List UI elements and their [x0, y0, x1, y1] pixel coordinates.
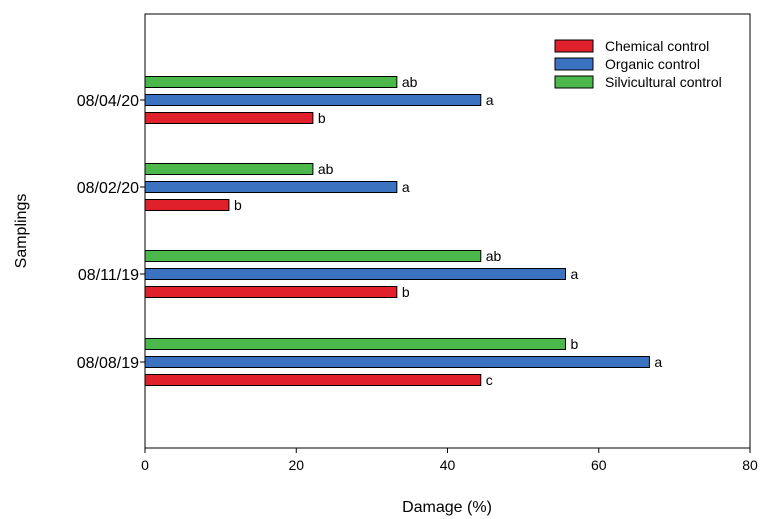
x-tick-label: 40	[440, 457, 456, 473]
bar-chemical-control-08-04-20	[144, 112, 314, 124]
legend-swatch-organic-control	[554, 57, 594, 71]
bar-chemical-control-08-08-19	[144, 374, 482, 386]
legend-swatch-chemical-control	[554, 39, 594, 53]
bar-chemical-control-08-02-20	[144, 199, 230, 211]
legend-label: Organic control	[605, 56, 700, 72]
significance-label: b	[234, 197, 242, 213]
bar-organic-control-08-04-20	[144, 94, 482, 106]
legend-swatch-silvicultural-control	[554, 75, 594, 89]
legend-label: Silvicultural control	[605, 74, 722, 90]
y-axis-title: Samplings	[13, 194, 30, 269]
bar-organic-control-08-02-20	[144, 181, 398, 193]
x-tick-label: 0	[141, 457, 149, 473]
y-tick-label: 08/02/20	[77, 180, 139, 197]
y-tick-label: 08/11/19	[78, 267, 139, 284]
bar-silvicultural-control-08-08-19	[144, 338, 566, 350]
significance-label: b	[318, 110, 326, 126]
bar-silvicultural-control-08-04-20	[144, 76, 398, 88]
legend-label: Chemical control	[605, 38, 709, 54]
legend: Chemical control Organic control Silvicult…	[554, 38, 722, 90]
significance-label: b	[570, 336, 578, 352]
significance-label: a	[570, 266, 578, 282]
y-axis: 08/04/20 08/02/20 08/11/19 08/08/19	[77, 93, 145, 372]
significance-label: a	[486, 92, 494, 108]
significance-label: ab	[486, 248, 502, 264]
x-tick-label: 60	[591, 457, 607, 473]
bar-silvicultural-control-08-11-19	[144, 250, 482, 262]
bar-chemical-control-08-11-19	[144, 286, 398, 298]
x-tick-label: 80	[742, 457, 758, 473]
significance-label: ab	[318, 161, 334, 177]
significance-label: a	[402, 179, 410, 195]
y-tick-label: 08/08/19	[77, 355, 139, 372]
bar-silvicultural-control-08-02-20	[144, 163, 314, 175]
significance-label: c	[486, 372, 493, 388]
significance-label: ab	[402, 74, 418, 90]
x-axis: 0 20 40 60 80	[141, 448, 758, 473]
x-axis-title: Damage (%)	[402, 499, 492, 516]
bar-organic-control-08-08-19	[144, 356, 650, 368]
x-tick-label: 20	[288, 457, 304, 473]
bar-organic-control-08-11-19	[144, 268, 566, 280]
y-tick-label: 08/04/20	[77, 93, 139, 110]
significance-label: b	[402, 284, 410, 300]
significance-label: a	[654, 354, 662, 370]
